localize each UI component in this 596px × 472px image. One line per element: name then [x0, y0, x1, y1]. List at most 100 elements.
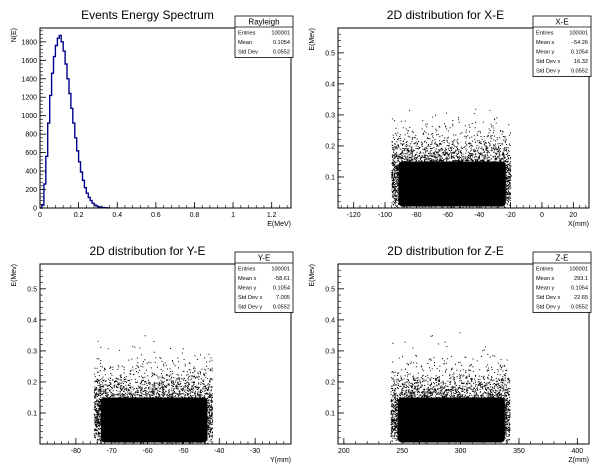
x-axis-label: X(mm): [568, 221, 589, 228]
stats-row-value: 0.0552: [273, 305, 290, 311]
y-tick-label: 0.2: [325, 143, 335, 150]
y-axis-label: E(Mev): [11, 264, 18, 287]
plot-panel-4: 2D distribution for Z-E 200 250 300 350 400 0.…: [309, 244, 592, 464]
x-tick-label: -80: [71, 448, 81, 455]
y-tick-label: 0.2: [27, 379, 37, 386]
stats-row-label: Mean: [238, 40, 252, 46]
plot-frame: [337, 263, 590, 445]
stats-title: Rayleigh: [248, 18, 279, 27]
chart-title: 2D distribution for Y-E: [89, 244, 205, 258]
y-tick-label: 400: [25, 169, 37, 176]
scatter-dense-core: [100, 397, 208, 443]
stats-title: Z-E: [556, 254, 569, 263]
stats-box: Rayleigh Entries 100001 Mean 0.1054 Std Dev 0.…: [234, 15, 294, 58]
y-tick-label: 200: [25, 187, 37, 194]
stats-row-label: Std Dev x: [536, 59, 560, 65]
x-tick-label: 0: [540, 212, 544, 219]
x-tick-label: -40: [214, 448, 224, 455]
x-tick-label: 350: [513, 448, 525, 455]
stats-row-value: 100001: [569, 31, 588, 37]
plot-panel-2: 2D distribution for X-E -120 -100 -80 -60 -40…: [309, 8, 592, 228]
y-tick-label: 0.4: [27, 317, 37, 324]
stats-row-value: 7.005: [276, 295, 290, 301]
stats-row-label: Std Dev y: [536, 69, 560, 75]
stats-row-value: 0.1054: [273, 286, 290, 292]
y-tick-label: 0.4: [325, 81, 335, 88]
y-tick-label: 600: [25, 150, 37, 157]
chart-title: 2D distribution for Z-E: [387, 244, 504, 258]
x-tick-label: -30: [250, 448, 260, 455]
y-tick-label: 0.5: [27, 286, 37, 293]
stats-row-label: Std Dev y: [536, 305, 560, 311]
plot-panel-1: Events Energy Spectrum 0 0.2 0.4 0.6 0.8 1 1.2 0…: [11, 8, 294, 228]
stats-row-value: -58.61: [274, 276, 290, 282]
x-tick-label: 0.2: [74, 212, 84, 219]
x-tick-label: 0.8: [190, 212, 200, 219]
y-tick-label: 0.2: [325, 379, 335, 386]
x-tick-label: 0.6: [151, 212, 161, 219]
x-tick-label: -100: [378, 212, 392, 219]
stats-row-value: 0.0552: [273, 50, 290, 56]
stats-row-value: 0.0552: [571, 305, 588, 311]
stats-row-value: 22.65: [574, 295, 588, 301]
x-tick-label: 20: [569, 212, 577, 219]
stats-row-label: Mean x: [536, 40, 555, 46]
stats-row-label: Entries: [238, 31, 256, 37]
x-tick-label: -40: [474, 212, 484, 219]
y-tick-label: 0.4: [325, 317, 335, 324]
stats-row-value: -54.26: [572, 40, 588, 46]
stats-row-value: 0.1054: [571, 286, 588, 292]
x-tick-label: 1.2: [267, 212, 277, 219]
x-tick-label: -50: [178, 448, 188, 455]
plot-frame: [337, 27, 590, 209]
y-tick-label: 0: [33, 206, 37, 213]
x-tick-label: -80: [411, 212, 421, 219]
stats-row-label: Std Dev x: [536, 295, 560, 301]
y-axis-label: E(Mev): [309, 28, 316, 51]
plot-frame: [39, 27, 292, 209]
stats-row-value: 100001: [569, 267, 588, 273]
stats-row-value: 16.32: [574, 59, 588, 65]
chart-title: Events Energy Spectrum: [81, 8, 214, 22]
stats-title: X-E: [555, 18, 568, 27]
y-tick-label: 1600: [21, 58, 37, 65]
y-tick-label: 1400: [21, 76, 37, 83]
stats-row-label: Std Dev y: [238, 305, 262, 311]
y-tick-label: 0.3: [27, 348, 37, 355]
x-tick-label: 1: [231, 212, 235, 219]
x-axis-label: Y(mm): [270, 457, 291, 464]
y-tick-label: 0.5: [325, 50, 335, 57]
stats-row-label: Mean y: [536, 50, 555, 56]
stats-row-label: Mean x: [536, 276, 555, 282]
stats-row-label: Mean y: [536, 286, 555, 292]
y-axis-label: E(Mev): [309, 264, 316, 287]
x-tick-label: -60: [143, 448, 153, 455]
y-tick-label: 0.1: [325, 174, 335, 181]
y-tick-label: 800: [25, 132, 37, 139]
y-tick-label: 0.1: [27, 410, 37, 417]
x-tick-label: -20: [506, 212, 516, 219]
plot-panel-3: 2D distribution for Y-E -80 -70 -60 -50 -40 -3…: [11, 244, 294, 464]
stats-row-value: 100001: [271, 31, 290, 37]
stats-row-label: Entries: [536, 31, 554, 37]
x-tick-label: 0.4: [112, 212, 122, 219]
y-tick-label: 0.3: [325, 348, 335, 355]
stats-row-label: Std Dev x: [238, 295, 262, 301]
stats-row-label: Std Dev: [238, 50, 258, 56]
y-tick-label: 1200: [21, 95, 37, 102]
x-tick-label: 300: [455, 448, 467, 455]
plot-frame: [39, 263, 292, 445]
y-tick-label: 0.5: [325, 286, 335, 293]
y-tick-label: 0.3: [325, 112, 335, 119]
chart-title: 2D distribution for X-E: [387, 8, 504, 22]
x-tick-label: -70: [107, 448, 117, 455]
y-axis-label: N(E): [11, 28, 18, 42]
x-tick-label: 200: [338, 448, 350, 455]
scatter-dense-core: [398, 161, 506, 207]
stats-row-value: 100001: [271, 267, 290, 273]
y-tick-label: 1000: [21, 113, 37, 120]
x-axis-label: Z(mm): [568, 457, 589, 464]
